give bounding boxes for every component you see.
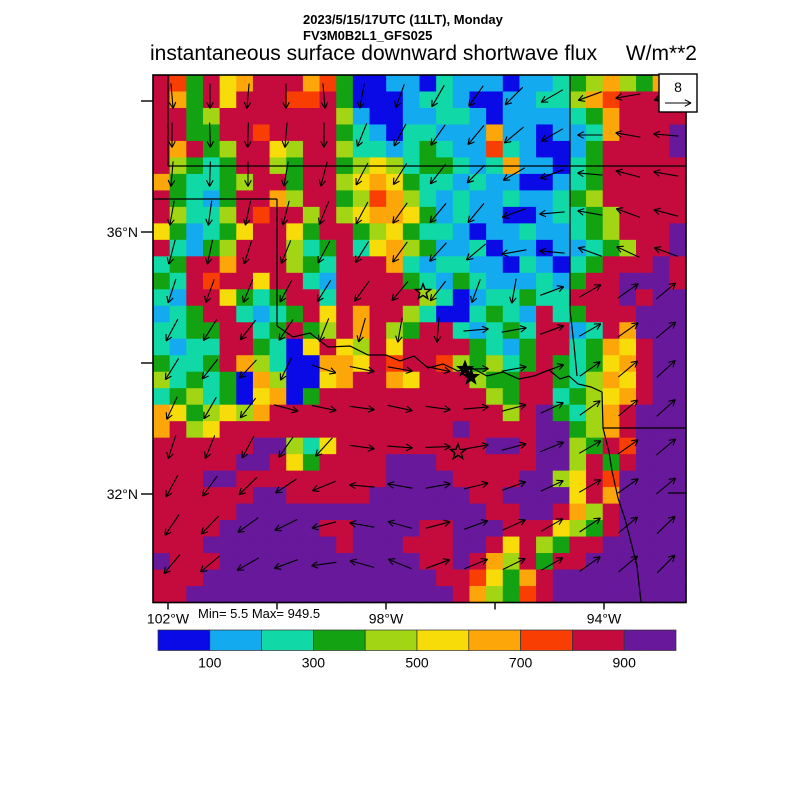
- colorbar-label: 500: [405, 655, 429, 671]
- state-boundaries: [153, 75, 686, 603]
- colorbar-label: 700: [509, 655, 533, 671]
- map-border: [152, 74, 687, 604]
- colorbar: 100 300 500 700 900: [157, 629, 677, 671]
- filled-star-marker: [456, 359, 474, 377]
- colorbar-label: 900: [613, 655, 637, 671]
- y-axis-label: 36°N: [107, 224, 138, 240]
- filled-star-marker: [462, 367, 480, 385]
- colorbar-label: 300: [302, 655, 326, 671]
- y-axis-label: 32°N: [107, 486, 138, 502]
- open-star-marker: [413, 282, 433, 301]
- axis-ticks: [141, 100, 605, 610]
- units-label: W/m**2: [625, 42, 697, 65]
- min-max-stats: Min= 5.5 Max= 949.5: [198, 606, 321, 621]
- vector-reference-value: 8: [674, 79, 682, 95]
- axis-labels: 36°N 32°N 102°W 98°W 94°W: [107, 224, 622, 627]
- plot-title: instantaneous surface downward shortwave…: [150, 42, 598, 65]
- vector-reference-box: 8: [658, 73, 698, 113]
- datetime-heading: 2023/5/15/17UTC (11LT), Monday: [303, 12, 503, 27]
- flux-grid: [153, 75, 687, 604]
- colorbar-label: 100: [198, 655, 222, 671]
- model-run-heading: FV3M0B2L1_GFS025: [303, 28, 433, 43]
- x-axis-label: 102°W: [147, 611, 190, 627]
- open-star-marker: [448, 442, 468, 461]
- storm-markers: [413, 282, 480, 461]
- x-axis-label: 94°W: [587, 611, 622, 627]
- vector-reference-arrow: [665, 99, 692, 107]
- x-axis-label: 98°W: [369, 611, 404, 627]
- wind-vectors: [163, 83, 679, 575]
